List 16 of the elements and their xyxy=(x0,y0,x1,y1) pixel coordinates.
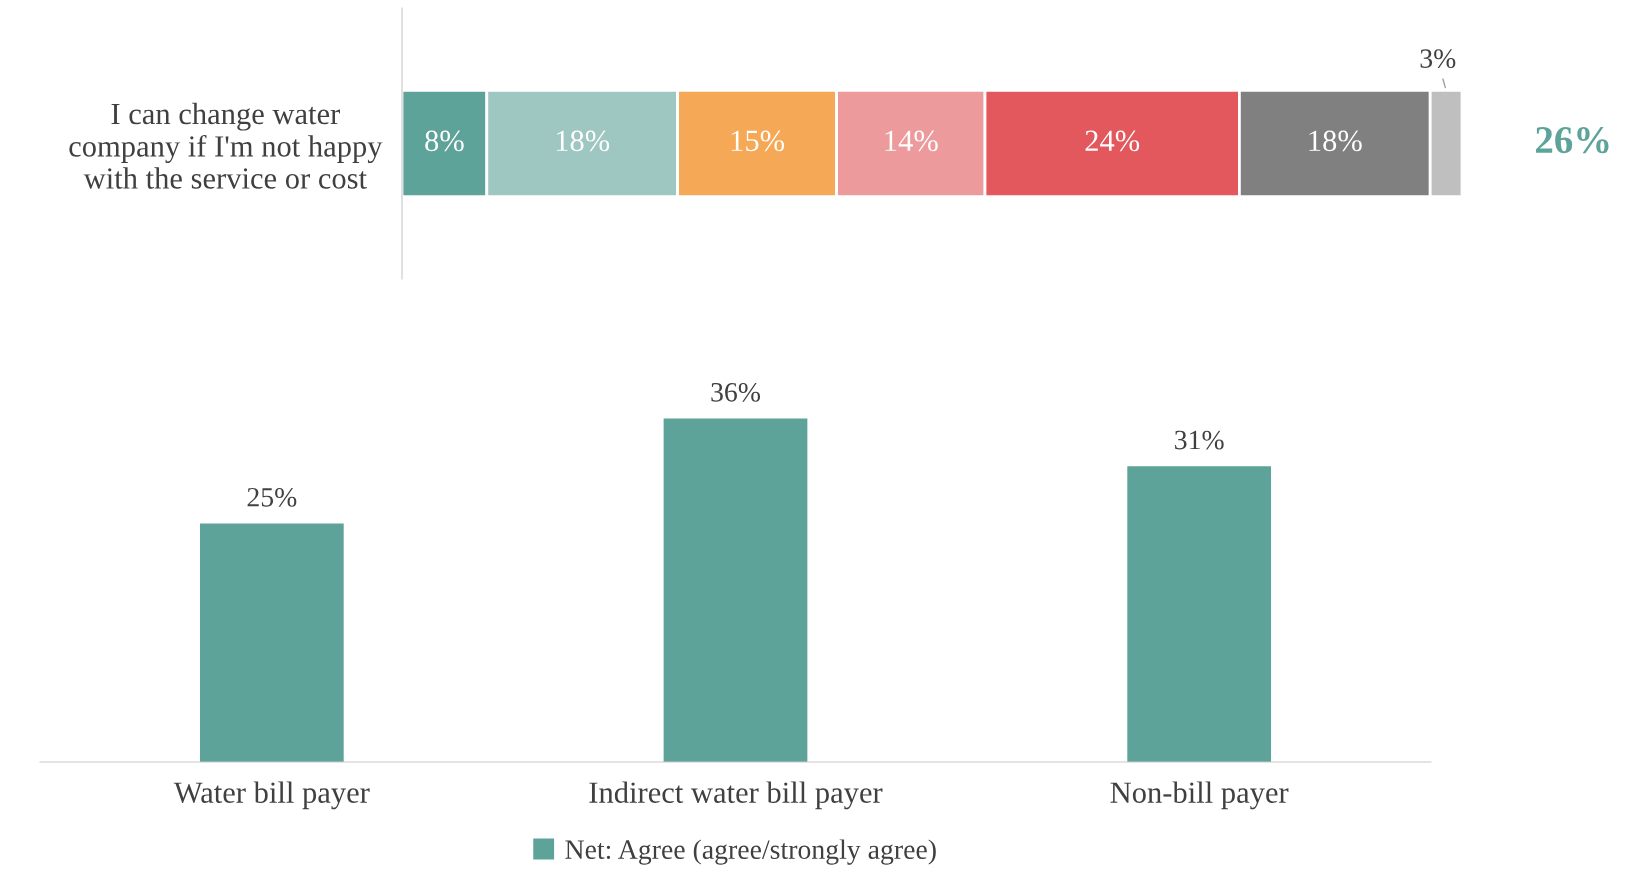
data-label: 24% xyxy=(1085,130,1140,152)
data-label: 18% xyxy=(556,130,610,152)
data-label: 31% xyxy=(1175,430,1224,450)
y-tick-label: I can change water company if I'm not happy with the service or cost xyxy=(69,102,383,189)
data-label: 8% xyxy=(425,130,464,152)
data-label: 14% xyxy=(885,130,938,152)
legend-label: Net: Agree (agree/strongly agree) xyxy=(565,839,936,865)
data-label: 18% xyxy=(1309,130,1362,152)
x-tick-label: Non-bill payer xyxy=(1110,781,1289,810)
data-label: 3% xyxy=(1420,49,1456,69)
x-tick-label: Indirect water bill payer xyxy=(589,781,883,810)
data-label: 36% xyxy=(711,382,761,402)
text: 26% xyxy=(1536,126,1609,154)
data-label: 25% xyxy=(247,487,297,507)
x-tick-label: Water bill payer xyxy=(173,781,370,810)
data-label: 15% xyxy=(731,130,785,152)
